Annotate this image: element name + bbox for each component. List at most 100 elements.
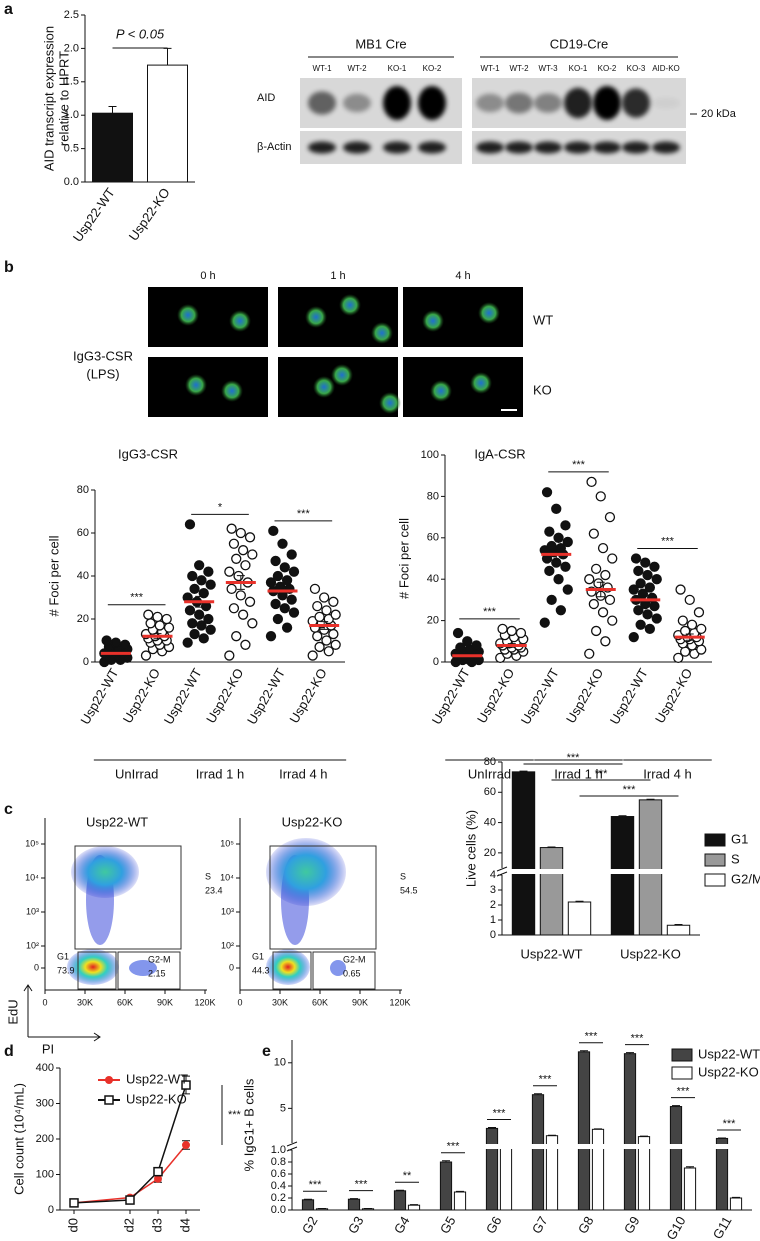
point (161, 613, 172, 625)
condition-label: (LPS) (86, 366, 119, 381)
bar (715, 1137, 729, 1211)
density (330, 960, 346, 976)
lane-label: WT-1 (480, 64, 500, 73)
point (560, 561, 571, 572)
x-tick-label: Usp22-WT (518, 666, 562, 727)
error-bar (108, 106, 117, 114)
y-tick-label: 3 (490, 884, 496, 896)
point (680, 625, 691, 637)
y-tick-label: 0.6 (271, 1168, 286, 1180)
bar (92, 112, 133, 183)
point (544, 526, 555, 537)
bar (301, 1199, 315, 1211)
y-tick-label: 0 (34, 962, 39, 972)
y-tick-label: 20 (484, 847, 496, 859)
lane-label: KO-3 (627, 64, 646, 73)
x-tick-label: 0 (42, 997, 47, 1007)
point (279, 562, 290, 573)
point (471, 640, 482, 651)
y-tick-label: 10³ (26, 906, 39, 916)
y-tick-label: 0 (229, 962, 234, 972)
panel-label: d (4, 1043, 14, 1060)
y-axis-label: Cell count (10⁴/mL) (11, 1083, 26, 1195)
point (644, 623, 655, 635)
x-tick-label: 30K (77, 997, 93, 1007)
point (184, 605, 196, 616)
gate-value: 23.4 (205, 885, 223, 895)
point (247, 618, 258, 629)
point (244, 596, 256, 607)
y-tick-label: 20 (427, 615, 439, 627)
gate (312, 951, 376, 990)
density (71, 846, 139, 898)
point (539, 617, 550, 628)
point (270, 598, 281, 610)
significance: *** (447, 1141, 461, 1153)
significance: *** (677, 1086, 691, 1098)
point (182, 637, 193, 648)
y-tick-label: 10⁵ (25, 838, 39, 848)
point (673, 652, 684, 664)
x-tick-label: 90K (157, 997, 173, 1007)
x-tick-label: Usp22-WT (520, 946, 582, 961)
cell (339, 294, 361, 316)
lane-label: WT-1 (312, 64, 332, 73)
genotype-label: WT (533, 312, 553, 327)
point (187, 618, 198, 629)
point (684, 594, 695, 606)
significance: *** (130, 592, 144, 604)
blot-band (505, 141, 533, 154)
gate (272, 951, 312, 990)
y-tick-label: 60 (427, 532, 439, 544)
y-tick-label: 40 (427, 573, 439, 585)
cell (331, 364, 353, 386)
density (129, 960, 157, 976)
point (600, 569, 611, 581)
point (119, 639, 131, 650)
x-tick-label: d0 (65, 1218, 80, 1232)
gate-value: 44.3 (252, 965, 270, 975)
y-tick-label: 5 (280, 1102, 286, 1114)
point (187, 570, 198, 582)
point (455, 642, 466, 653)
blot-marker: 20 kDa (701, 108, 737, 120)
point (628, 584, 639, 595)
x-tick-label: G4 (391, 1214, 413, 1237)
blot-band (418, 141, 446, 154)
point (288, 607, 300, 618)
y-tick-label: 80 (77, 484, 89, 496)
point (203, 613, 214, 625)
marker (154, 1174, 162, 1183)
y-tick-label: 2 (490, 899, 496, 911)
x-tick-label: 30K (272, 997, 288, 1007)
gate-name: G2-M (343, 954, 366, 964)
y-tick-label: 0.8 (271, 1156, 286, 1168)
point (323, 646, 334, 657)
x-tick-label: Usp22-KO (474, 666, 517, 726)
axis-break (496, 869, 702, 874)
cell (221, 380, 243, 402)
x-tick-label: G8 (575, 1214, 597, 1237)
y-tick-label: 0 (83, 656, 89, 668)
y-tick-label: 1.5 (64, 76, 79, 88)
gate-value: 73.9 (57, 965, 75, 975)
point (649, 561, 660, 572)
point (462, 636, 473, 647)
point (604, 594, 616, 606)
point (312, 600, 323, 612)
significance: *** (228, 1109, 242, 1121)
x-tick-label: G2 (299, 1214, 321, 1237)
x-tick-label: Usp22-WT (161, 666, 205, 727)
x-tick-label: d4 (177, 1218, 192, 1232)
blot-band (593, 86, 621, 120)
y-tick-label: 20 (77, 613, 89, 625)
blot-band (343, 141, 371, 154)
point (597, 543, 609, 554)
significance: ** (403, 1170, 412, 1182)
gate-name: G1 (57, 951, 69, 961)
point (588, 528, 599, 539)
break-mark (286, 1141, 298, 1152)
chart-title: IgA-CSR (474, 446, 525, 461)
point (309, 583, 321, 595)
legend-marker (104, 1095, 114, 1105)
